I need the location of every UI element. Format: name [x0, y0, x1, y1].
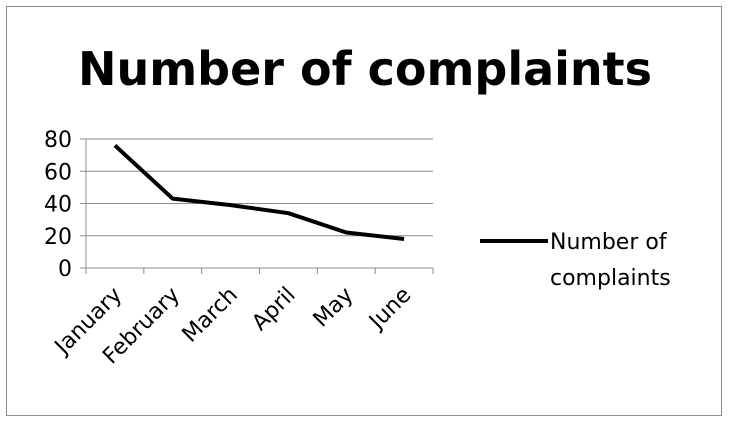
x-tick-label-may: May: [309, 283, 359, 333]
x-tick-label-june: June: [363, 283, 416, 336]
chart-title: Number of complaints: [78, 42, 652, 96]
y-tick-label-60: 60: [44, 160, 72, 185]
y-tick-label-80: 80: [44, 128, 72, 153]
x-tick-label-march: March: [178, 283, 243, 348]
y-tick-label-40: 40: [44, 193, 72, 218]
y-tick-label-20: 20: [44, 225, 72, 250]
legend-label: Number of complaints: [550, 230, 674, 291]
y-axis-ticks: 0 20 40 60 80: [44, 128, 86, 282]
legend-label-line-2: complaints: [550, 266, 671, 291]
grid-lines: [86, 138, 433, 237]
legend: Number of complaints: [480, 230, 674, 291]
chart-frame: [6, 6, 722, 416]
y-tick-label-0: 0: [58, 257, 72, 282]
legend-label-line-1: Number of: [550, 230, 668, 255]
series-group: [113, 143, 405, 241]
x-tick-label-april: April: [247, 283, 300, 336]
series-line-0: [113, 143, 405, 241]
